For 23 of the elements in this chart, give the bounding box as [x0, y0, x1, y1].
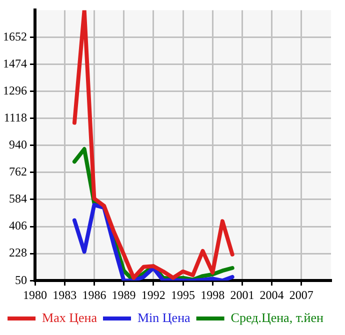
legend-label: Сред.Цена, т.йен: [230, 310, 324, 325]
x-tick-label: 1998: [200, 288, 225, 302]
x-tick-label: 1980: [23, 288, 47, 302]
y-tick-label: 940: [9, 138, 27, 152]
y-tick-label: 762: [9, 164, 27, 179]
legend-label: Min Цена: [138, 310, 191, 325]
x-tick-label: 1995: [171, 288, 195, 302]
x-tick-label: 1989: [112, 288, 136, 302]
x-tick-label: 1983: [52, 288, 77, 302]
y-tick-label: 1652: [3, 29, 27, 44]
x-tick-label: 2004: [260, 288, 284, 302]
y-tick-label: 1474: [3, 56, 27, 70]
y-tick-label: 1118: [4, 110, 27, 125]
y-tick-label: 406: [9, 218, 27, 233]
y-tick-label: 50: [15, 272, 27, 287]
y-tick-label: 1296: [3, 83, 27, 98]
x-tick-label: 2007: [289, 288, 314, 302]
x-tick-label: 1992: [141, 288, 166, 302]
legend-label: Max Цена: [42, 310, 98, 325]
y-tick-label: 228: [9, 246, 27, 260]
y-tick-label: 584: [9, 192, 27, 206]
x-tick-label: 2001: [230, 288, 254, 302]
x-tick-label: 1986: [82, 288, 106, 302]
